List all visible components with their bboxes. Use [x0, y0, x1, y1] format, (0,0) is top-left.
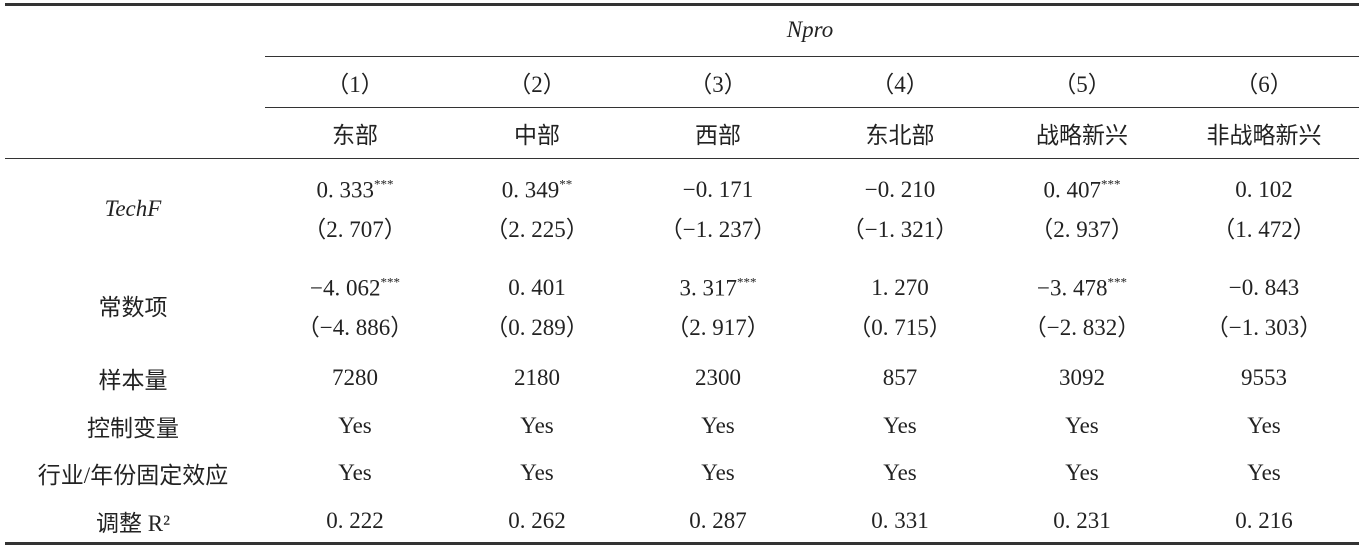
cell: 2180	[514, 365, 560, 390]
column-group: 非战略新兴	[1206, 123, 1322, 148]
coef-value: 3. 317	[679, 275, 738, 301]
cell: Yes	[883, 413, 917, 438]
coef-value: −4. 062	[310, 275, 381, 301]
cell: 857	[882, 365, 918, 390]
cell: 7280	[332, 365, 378, 390]
t-statistic: （1. 472）	[1212, 217, 1316, 242]
cell: Yes	[1065, 413, 1099, 438]
coefficient: −0. 843	[1229, 275, 1299, 301]
column-group: 东北部	[865, 123, 935, 148]
coefficient: 0. 407***	[1044, 177, 1121, 204]
coef-value: 1. 270	[871, 275, 929, 300]
bottom-rule	[5, 542, 1359, 545]
column-number: （4）	[871, 72, 929, 97]
coefficient: −0. 171	[683, 177, 753, 203]
rule	[265, 107, 1359, 108]
cell: Yes	[1247, 460, 1281, 485]
t-statistic: （2. 225）	[485, 217, 589, 242]
t-statistic: （−2. 832）	[1023, 315, 1141, 340]
top-rule	[5, 3, 1359, 6]
t-statistic: （−1. 321）	[841, 217, 959, 242]
t-statistic: （0. 715）	[848, 315, 952, 340]
cell: Yes	[1247, 413, 1281, 438]
cell: 0. 287	[689, 508, 747, 533]
row-label: 行业/年份固定效应	[37, 463, 229, 488]
t-statistic: （−4. 886）	[296, 315, 414, 340]
cell: 0. 231	[1053, 508, 1111, 533]
coefficient: 3. 317***	[680, 275, 757, 302]
row-label: 控制变量	[87, 416, 179, 441]
column-group: 中部	[514, 123, 560, 148]
coef-value: 0. 349	[501, 177, 560, 203]
coefficient: 0. 333***	[317, 177, 394, 204]
column-group: 东部	[332, 123, 378, 148]
coefficient: −0. 210	[865, 177, 935, 203]
coef-value: 0. 333	[316, 177, 375, 203]
significance: ***	[1101, 176, 1121, 192]
cell: 9553	[1241, 365, 1287, 390]
column-group: 西部	[695, 123, 741, 148]
t-statistic: （2. 937）	[1030, 217, 1134, 242]
rule	[5, 158, 1359, 159]
coef-value: 0. 407	[1043, 177, 1102, 203]
cell: Yes	[701, 460, 735, 485]
t-statistic: （0. 289）	[485, 315, 589, 340]
column-group: 战略新兴	[1036, 123, 1128, 148]
cell: Yes	[883, 460, 917, 485]
coefficient: 0. 401	[508, 275, 566, 301]
coef-value: −0. 843	[1228, 275, 1300, 300]
cell: 3092	[1059, 365, 1105, 390]
column-number: （3）	[689, 72, 747, 97]
cell: Yes	[701, 413, 735, 438]
row-label: 调整 R²	[96, 511, 170, 536]
t-statistic: （−1. 237）	[659, 217, 777, 242]
coefficient: 0. 102	[1235, 177, 1293, 203]
coef-value: −3. 478	[1037, 275, 1108, 301]
significance: ***	[374, 176, 394, 192]
cell: Yes	[338, 460, 372, 485]
dependent-variable: Npro	[786, 17, 834, 42]
significance: ***	[380, 274, 400, 290]
cell: 0. 222	[326, 508, 384, 533]
coef-value: 0. 102	[1235, 177, 1293, 202]
cell: 0. 216	[1235, 508, 1293, 533]
column-number: （6）	[1235, 72, 1293, 97]
row-label: TechF	[104, 196, 162, 221]
significance: ***	[1107, 274, 1127, 290]
coef-value: −0. 171	[682, 177, 754, 202]
cell: Yes	[520, 460, 554, 485]
cell: Yes	[338, 413, 372, 438]
coefficient: 1. 270	[871, 275, 929, 301]
column-number: （1）	[326, 72, 384, 97]
cell: 2300	[695, 365, 741, 390]
coef-value: 0. 401	[508, 275, 566, 300]
column-number: （5）	[1053, 72, 1111, 97]
cell: 0. 331	[871, 508, 929, 533]
t-statistic: （−1. 303）	[1205, 315, 1323, 340]
t-statistic: （2. 707）	[303, 217, 407, 242]
row-label: 样本量	[98, 368, 168, 393]
t-statistic: （2. 917）	[666, 315, 770, 340]
cell: Yes	[1065, 460, 1099, 485]
cell: 0. 262	[508, 508, 566, 533]
significance: **	[559, 176, 573, 192]
cell: Yes	[520, 413, 554, 438]
coefficient: −3. 478***	[1037, 275, 1127, 302]
rule	[265, 56, 1359, 57]
row-label: 常数项	[98, 295, 168, 320]
coefficient: −4. 062***	[310, 275, 400, 302]
coef-value: −0. 210	[864, 177, 936, 202]
coefficient: 0. 349**	[502, 177, 573, 204]
significance: ***	[737, 274, 757, 290]
column-number: （2）	[508, 72, 566, 97]
